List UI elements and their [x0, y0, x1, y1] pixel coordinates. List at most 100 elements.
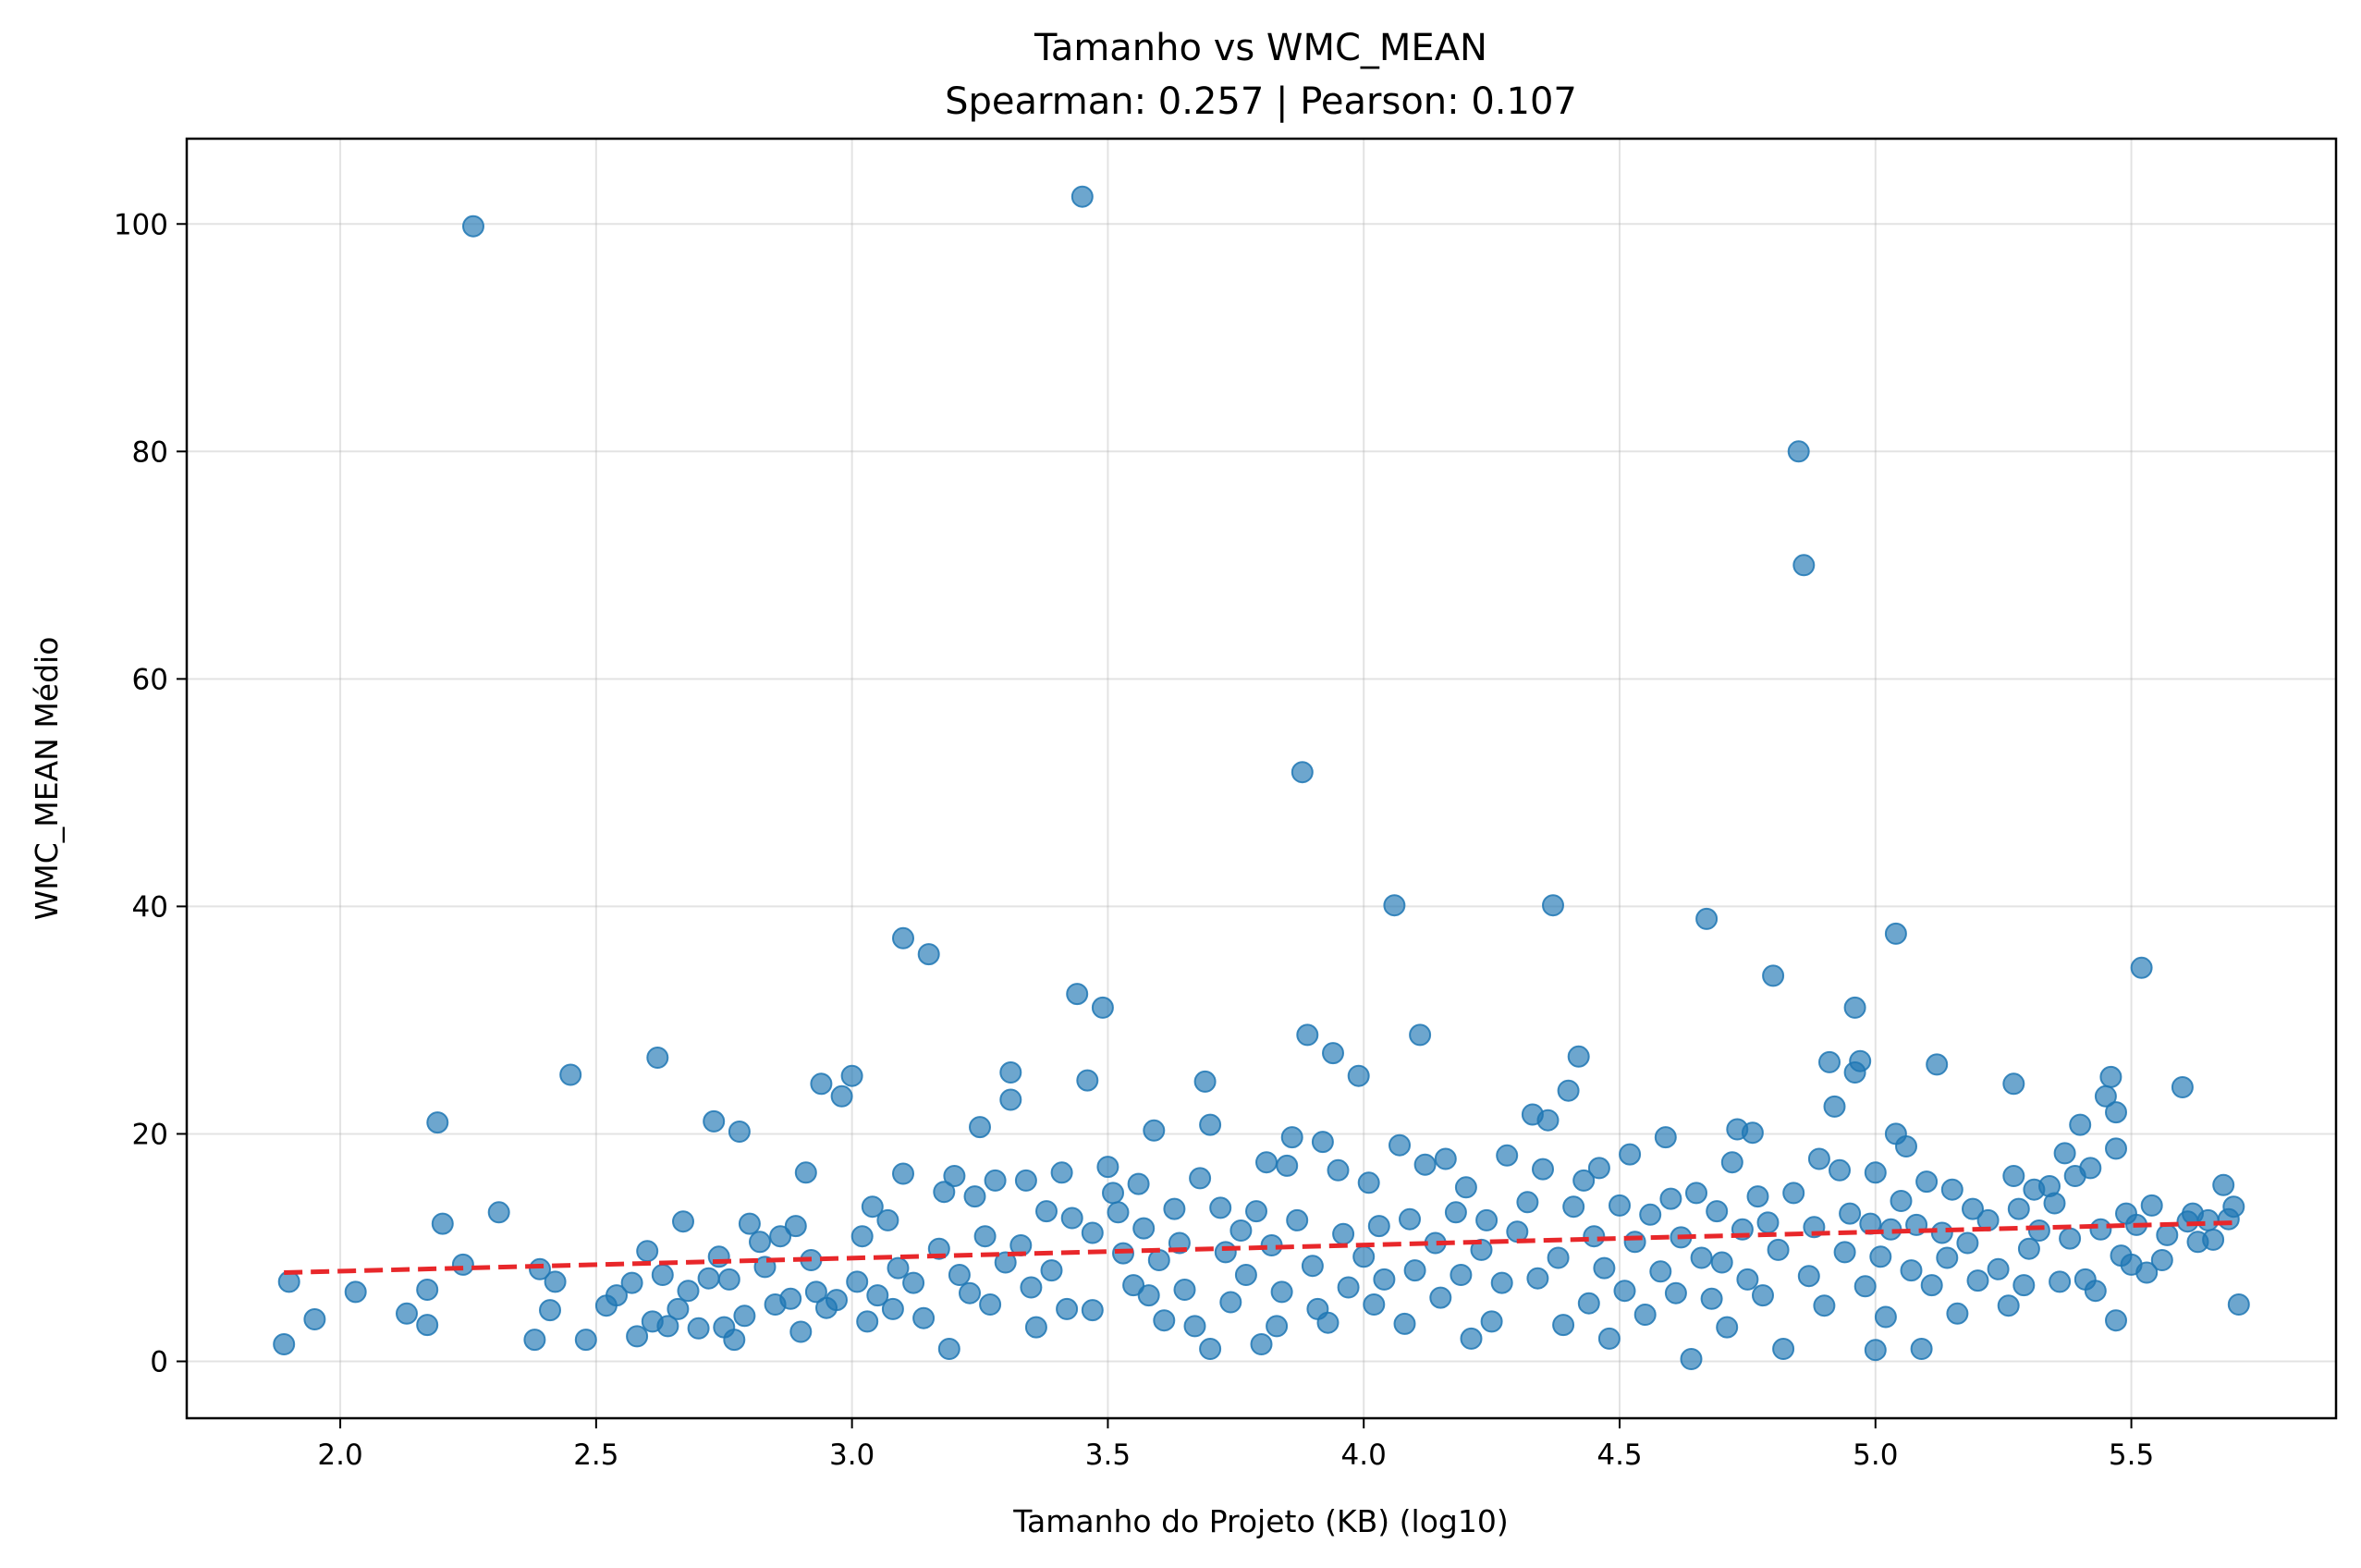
y-tick-label: 80: [132, 435, 168, 469]
data-point: [1199, 1113, 1222, 1136]
data-point: [1070, 185, 1094, 208]
data-point: [1884, 922, 1907, 945]
data-point: [523, 1329, 546, 1352]
data-point: [1332, 1222, 1355, 1245]
data-point: [1823, 1095, 1846, 1118]
data-point: [733, 1305, 756, 1328]
data-point: [1081, 1299, 1104, 1322]
data-point: [416, 1279, 439, 1301]
data-point: [2156, 1223, 2179, 1246]
x-tick-label: 5.0: [1853, 1439, 1898, 1472]
data-point: [1199, 1338, 1222, 1360]
data-point: [1460, 1327, 1483, 1350]
data-point: [1956, 1231, 1979, 1255]
data-point: [723, 1329, 746, 1352]
data-point: [2135, 1261, 2159, 1284]
data-point: [1096, 1156, 1119, 1179]
data-point: [1869, 1245, 1892, 1268]
data-point: [943, 1165, 966, 1187]
data-point: [1843, 996, 1866, 1019]
data-point: [846, 1270, 869, 1293]
x-axis-ticks: 2.0 2.5 3.0 3.5 4.0 4.5 5.0 5.5: [317, 1418, 2154, 1472]
data-point: [1782, 1182, 1805, 1205]
data-point: [1853, 1275, 1877, 1298]
y-axis-ticks: 0 20 40 60 80 100: [114, 208, 187, 1378]
data-point: [1454, 1176, 1477, 1199]
data-point: [1352, 1245, 1376, 1268]
data-point: [651, 1264, 674, 1286]
data-point: [2079, 1157, 2102, 1180]
data-point: [1193, 1070, 1217, 1093]
data-point: [887, 1256, 910, 1280]
data-point: [1752, 1284, 1774, 1307]
gridlines: [187, 139, 2336, 1418]
data-point: [2059, 1227, 2082, 1250]
data-point: [2053, 1142, 2076, 1165]
data-point: [1706, 1200, 1729, 1223]
data-point: [1035, 1200, 1058, 1223]
data-point: [2017, 1237, 2040, 1260]
data-point: [1756, 1211, 1780, 1234]
data-point: [794, 1161, 817, 1184]
y-tick-label: 100: [114, 208, 168, 241]
data-point: [892, 926, 914, 949]
data-point: [1833, 1241, 1856, 1264]
data-point: [963, 1185, 986, 1208]
data-point: [1173, 1279, 1196, 1301]
data-point: [426, 1111, 449, 1134]
data-point: [917, 943, 940, 966]
data-point: [646, 1047, 669, 1069]
data-point: [1311, 1131, 1334, 1154]
data-point: [1496, 1144, 1519, 1167]
trend-line: [284, 1219, 2239, 1276]
data-point: [1183, 1315, 1206, 1338]
data-point: [902, 1271, 925, 1294]
plot-frame: [185, 137, 2338, 1420]
data-point: [1014, 1169, 1037, 1192]
data-point: [1940, 1178, 1963, 1201]
data-point: [1997, 1294, 2020, 1317]
data-point: [2196, 1208, 2220, 1231]
data-point: [1322, 1042, 1344, 1065]
data-point: [2049, 1270, 2072, 1293]
data-point: [1475, 1208, 1499, 1231]
data-point: [1403, 1259, 1426, 1282]
chart-subtitle: Spearman: 0.257 | Pearson: 0.107: [945, 80, 1577, 123]
data-point: [1444, 1201, 1467, 1224]
data-point: [1762, 964, 1785, 987]
data-point: [1890, 1190, 1913, 1212]
data-point: [933, 1181, 956, 1204]
data-point: [2105, 1137, 2127, 1160]
data-point: [1987, 1257, 2010, 1280]
data-point: [1229, 1219, 1253, 1242]
data-point: [912, 1306, 936, 1329]
data-point: [1542, 894, 1564, 917]
data-point: [984, 1169, 1007, 1192]
data-point: [892, 1162, 914, 1185]
data-point: [1020, 1276, 1043, 1299]
data-point: [1209, 1196, 1232, 1219]
data-point: [2069, 1113, 2092, 1136]
data-point: [1383, 894, 1406, 917]
data-point: [779, 1287, 802, 1310]
data-point: [1797, 1265, 1820, 1288]
data-point: [810, 1072, 833, 1096]
data-point: [1946, 1302, 1969, 1325]
x-tick-label: 4.5: [1596, 1439, 1642, 1472]
data-point: [1296, 1023, 1319, 1047]
data-point: [1874, 1305, 1897, 1329]
data-point: [1189, 1167, 1212, 1190]
data-point: [544, 1270, 567, 1293]
data-point: [1127, 1172, 1150, 1195]
data-point: [636, 1240, 659, 1263]
data-point: [789, 1320, 813, 1343]
data-point: [462, 214, 484, 238]
data-point: [840, 1064, 863, 1087]
data-point: [1813, 1294, 1836, 1317]
data-point: [738, 1212, 761, 1235]
data-point: [2150, 1249, 2173, 1271]
data-point: [959, 1281, 981, 1305]
data-point: [1413, 1153, 1437, 1176]
data-point: [656, 1315, 679, 1338]
data-point: [667, 1297, 690, 1320]
